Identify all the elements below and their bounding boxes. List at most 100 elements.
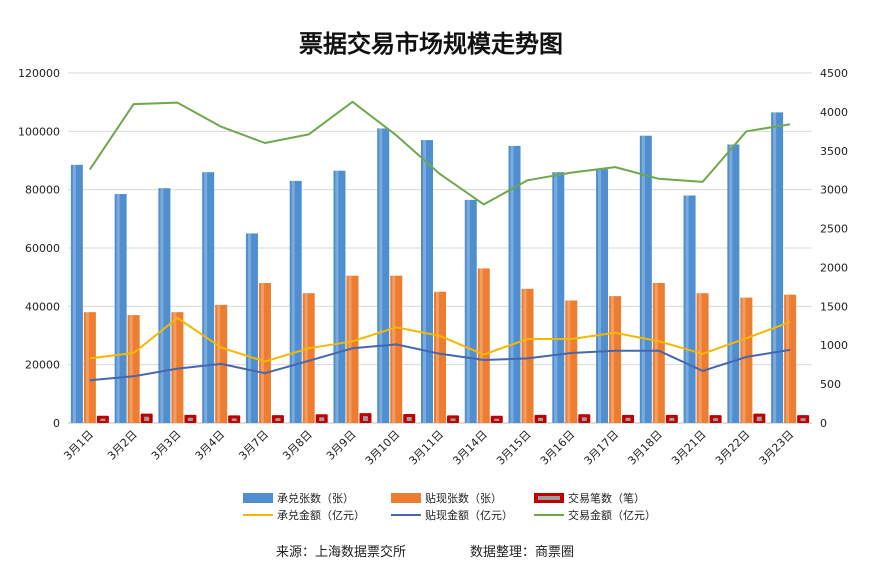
series-3	[96, 413, 810, 423]
bar	[421, 140, 433, 424]
bar-inner	[406, 416, 412, 421]
bar	[771, 112, 784, 423]
bar	[683, 195, 696, 423]
x-tick-label: 3月15日	[494, 428, 534, 468]
bar-highlight	[510, 145, 514, 423]
bar-inner	[362, 416, 368, 421]
x-tick-label: 3月4日	[193, 428, 228, 463]
bar	[202, 172, 215, 423]
bar	[727, 144, 740, 424]
x-tick-label: 3月14日	[450, 428, 490, 468]
line-series-2	[89, 343, 791, 382]
y-right-tick-label: 1000	[820, 339, 848, 352]
bar-highlight	[685, 195, 689, 423]
bar-highlight	[698, 293, 702, 423]
x-tick-label: 3月3日	[149, 428, 184, 463]
bar	[333, 170, 346, 423]
bar	[302, 293, 315, 423]
y-right-tick-label: 500	[820, 378, 841, 391]
bar	[83, 312, 96, 423]
bar	[434, 291, 446, 423]
legend-swatch-inner	[538, 496, 560, 500]
y-left-tick-label: 40000	[25, 300, 60, 313]
bar-inner	[581, 417, 587, 421]
bar-highlight	[567, 300, 571, 423]
bar-highlight	[116, 194, 120, 423]
x-tick-label: 3月11日	[407, 428, 447, 468]
bar	[114, 194, 127, 423]
chart-title: 票据交易市场规模走势图	[299, 29, 563, 58]
bar-highlight	[85, 312, 89, 423]
bar	[158, 188, 171, 423]
bar	[596, 169, 609, 423]
bar-highlight	[523, 288, 527, 423]
y-right-tick-label: 3500	[820, 145, 848, 158]
bar-highlight	[654, 283, 658, 423]
bar-inner	[319, 417, 325, 421]
bar-highlight	[72, 164, 76, 423]
bar-series	[70, 112, 810, 424]
bar-highlight	[611, 296, 615, 423]
x-tick-label: 3月2日	[105, 428, 140, 463]
bar	[784, 294, 797, 423]
legend: 承兑张数（张） 贴现张数（张） 交易笔数（笔） 承兑金额（亿元） 贴现金额（亿元） 交易金…	[243, 491, 656, 522]
bar-highlight	[598, 169, 602, 423]
x-tick-label: 3月18日	[625, 428, 665, 468]
line-series	[89, 100, 791, 382]
bar	[609, 296, 622, 423]
bar-highlight	[173, 312, 177, 423]
y-right-tick-label: 2000	[820, 261, 848, 274]
bar-highlight	[291, 180, 295, 423]
bar	[127, 315, 140, 423]
y-left-tick-label: 120000	[18, 67, 60, 80]
bar-highlight	[335, 170, 339, 423]
bar	[652, 283, 665, 423]
bar	[639, 135, 652, 424]
y-left-tick-label: 60000	[25, 242, 60, 255]
bar-inner	[450, 418, 456, 421]
y-right-tick-label: 4000	[820, 106, 848, 119]
bar	[289, 180, 302, 423]
y-right-tick-label: 4500	[820, 67, 848, 80]
bar-inner	[144, 416, 150, 421]
x-tick-label: 3月21日	[669, 428, 709, 468]
bar-inner	[494, 418, 500, 421]
bar-highlight	[436, 291, 439, 423]
bar-highlight	[729, 144, 733, 424]
legend-label: 交易笔数（笔）	[568, 491, 645, 505]
bar-highlight	[479, 268, 483, 423]
series-1	[70, 112, 784, 424]
legend-swatch	[243, 493, 273, 503]
bar-inner	[713, 418, 719, 421]
bar	[390, 275, 403, 423]
bar	[464, 199, 477, 423]
bar-highlight	[247, 233, 251, 423]
bar	[740, 297, 753, 423]
bar	[521, 288, 534, 423]
bar-inner	[756, 416, 762, 421]
bar	[552, 172, 565, 423]
bar	[377, 128, 390, 423]
x-tick-label: 3月9日	[324, 428, 359, 463]
bar-highlight	[304, 293, 308, 423]
bar	[346, 275, 359, 423]
bar	[565, 300, 578, 423]
bar-highlight	[379, 128, 383, 423]
bar-highlight	[786, 294, 790, 423]
x-tick-label: 3月22日	[713, 428, 753, 468]
bar-highlight	[641, 135, 645, 424]
bar-highlight	[423, 140, 426, 424]
bar-highlight	[392, 275, 396, 423]
bar-inner	[800, 418, 806, 421]
bar-highlight	[466, 199, 470, 423]
bar-highlight	[554, 172, 558, 423]
y-left-tick-label: 100000	[18, 125, 60, 138]
y-left-tick-label: 80000	[25, 184, 60, 197]
bar-highlight	[129, 315, 133, 423]
bar-inner	[231, 418, 237, 421]
bar-inner	[538, 417, 544, 421]
y-left-tick-label: 20000	[25, 359, 60, 372]
x-tick-label: 3月7日	[236, 428, 271, 463]
bar	[477, 268, 490, 423]
